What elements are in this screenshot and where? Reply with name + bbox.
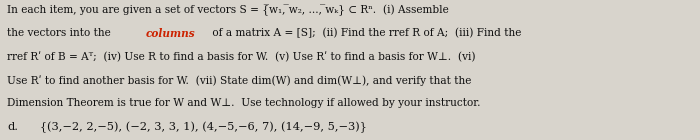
Text: rref Rʹ of B = Aᵀ;  (iv) Use R to find a basis for W.  (v) Use Rʹ to find a basi: rref Rʹ of B = Aᵀ; (iv) Use R to find a …	[7, 52, 475, 62]
Text: Use Rʹ to find another basis for W.  (vii) State dim(W) and dim(W⊥), and verify : Use Rʹ to find another basis for W. (vii…	[7, 75, 471, 86]
Text: columns: columns	[145, 28, 195, 39]
Text: of a matrix A = [S];  (ii) Find the rref R of A;  (iii) Find the: of a matrix A = [S]; (ii) Find the rref …	[209, 28, 522, 38]
Text: In each item, you are given a set of vectors S = {̅w₁, ̅w₂, ..., ̅wₖ} ⊂ Rⁿ.  (i): In each item, you are given a set of vec…	[7, 4, 449, 16]
Text: the vectors into the: the vectors into the	[7, 28, 114, 38]
Text: Dimension Theorem is true for W and W⊥.  Use technology if allowed by your instr: Dimension Theorem is true for W and W⊥. …	[7, 98, 480, 108]
Text: d.: d.	[7, 122, 18, 132]
Text: {(3,−2, 2,−5), (−2, 3, 3, 1), (4,−5,−6, 7), (14,−9, 5,−3)}: {(3,−2, 2,−5), (−2, 3, 3, 1), (4,−5,−6, …	[29, 122, 367, 133]
